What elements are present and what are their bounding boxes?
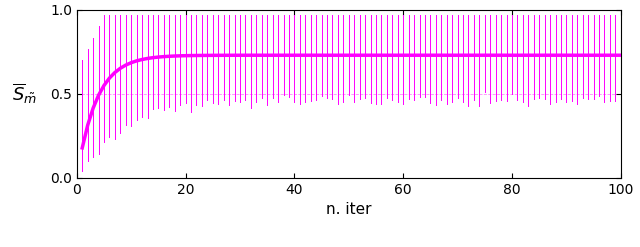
X-axis label: n. iter: n. iter	[326, 202, 372, 217]
Y-axis label: $\overline{S}_{\tilde{m}}$: $\overline{S}_{\tilde{m}}$	[12, 82, 38, 106]
